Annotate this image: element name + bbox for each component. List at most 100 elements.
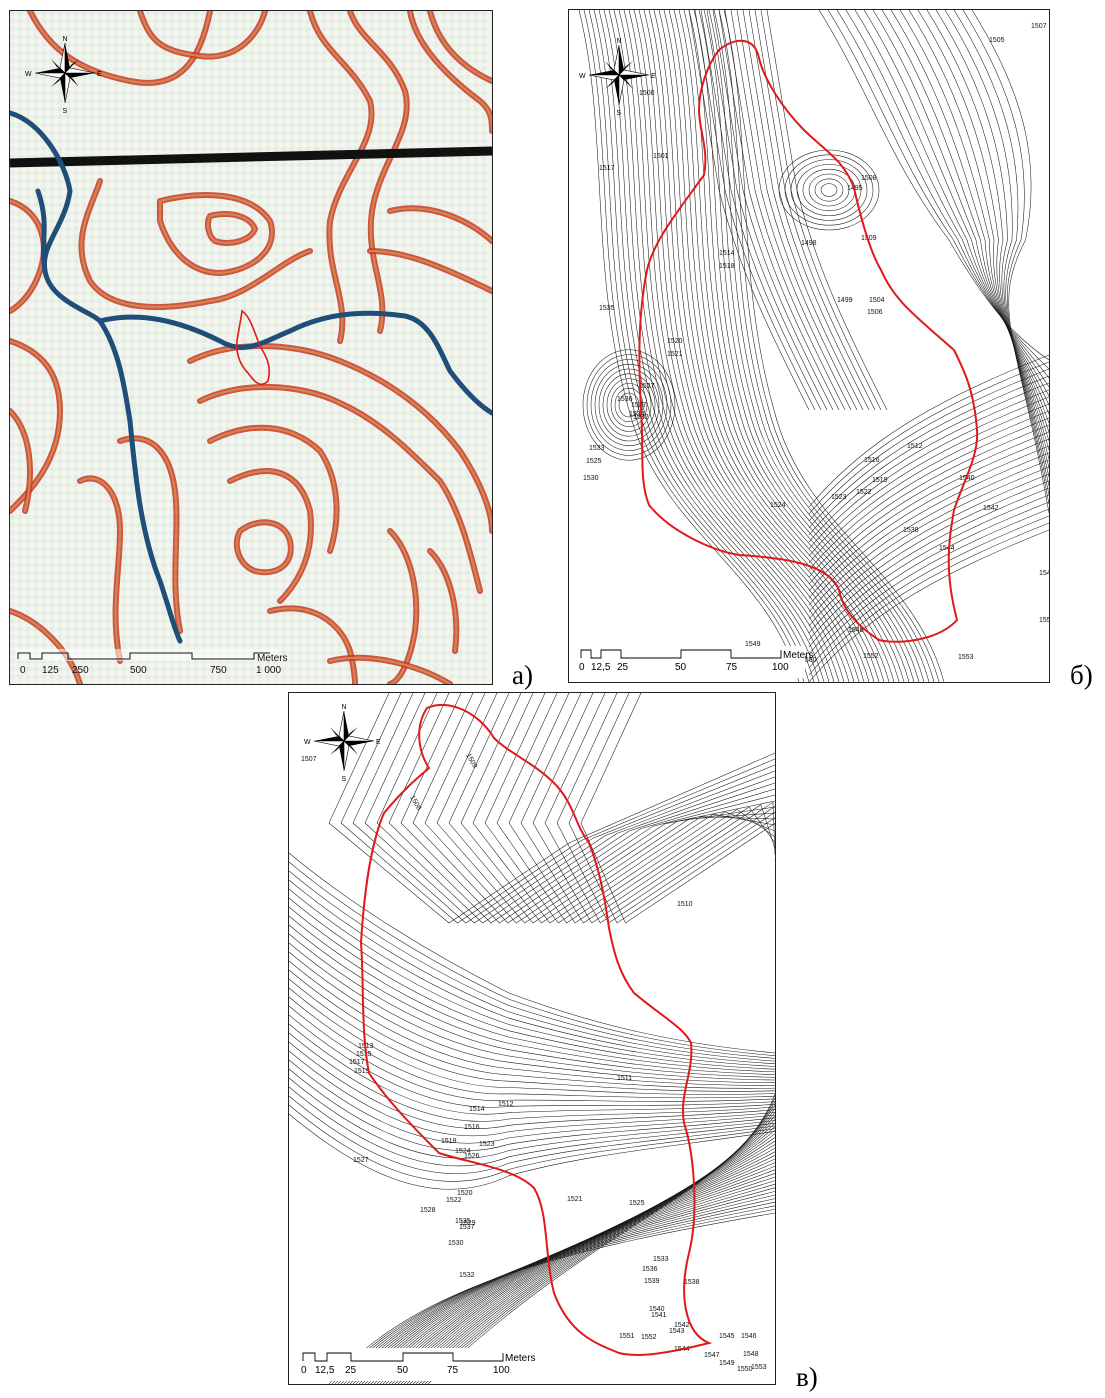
scale-bar-b: 0 12,5 25 50 75 100 Meters bbox=[575, 646, 814, 678]
scale-tick: 500 bbox=[130, 665, 147, 676]
contour-label: 1550 bbox=[737, 1366, 753, 1373]
contour-label: 1543 bbox=[669, 1328, 685, 1335]
map-a-rivers bbox=[10, 110, 492, 644]
contour-label: 1521 bbox=[667, 351, 683, 358]
compass-e-label: E bbox=[376, 739, 381, 746]
contour-label: 1516 bbox=[464, 1124, 480, 1131]
contour-label: 1546 bbox=[848, 627, 864, 634]
map-c-contour-labels: 1507150815091510151115121513151415151516… bbox=[301, 753, 767, 1374]
contour-label: 1516 bbox=[864, 457, 880, 464]
contour-label: 1536 bbox=[617, 396, 633, 403]
scale-tick: 1 000 bbox=[256, 665, 281, 676]
contour-label: 1539 bbox=[644, 1278, 660, 1285]
map-panel-b: 1505 1507 1495 1498 1499 1500 1501 1504 1506 1508… bbox=[568, 9, 1050, 683]
compass-n-label: N bbox=[342, 704, 347, 711]
contour-label: 1519 bbox=[354, 1068, 370, 1075]
contour-label: 1548 bbox=[1039, 570, 1049, 577]
scale-tick: 12,5 bbox=[315, 1365, 335, 1376]
scale-tick: 12,5 bbox=[591, 662, 611, 673]
contour-label: 1523 bbox=[831, 494, 847, 501]
contour-label: 1533 bbox=[589, 445, 605, 452]
contour-label: 1527 bbox=[639, 383, 655, 390]
contour-label: 1518 bbox=[441, 1138, 457, 1145]
compass-rose: N S E W bbox=[25, 36, 102, 115]
scale-tick: 25 bbox=[345, 1365, 357, 1376]
contour-label: 1524 bbox=[455, 1148, 471, 1155]
contour-label: 1511 bbox=[617, 1075, 632, 1082]
contour-label: 1522 bbox=[446, 1197, 462, 1204]
panel-label-a: а) bbox=[512, 660, 533, 690]
map-panel-a: N S E W 0 125 250 500 750 1 000 Meters bbox=[9, 10, 493, 685]
contour-label: 1553 bbox=[751, 1364, 767, 1371]
contour-label: 1549 bbox=[745, 641, 761, 648]
compass-n-label: N bbox=[617, 38, 622, 45]
contour-label: 1547 bbox=[704, 1352, 720, 1359]
scale-tick: 50 bbox=[675, 662, 687, 673]
map-a-study-boundary bbox=[235, 309, 271, 386]
panel-label-b: б) bbox=[1070, 660, 1093, 690]
contour-label: 1509 bbox=[861, 235, 877, 242]
contour-label: 1542 bbox=[674, 1322, 690, 1329]
contour-label: 1506 bbox=[867, 309, 883, 316]
contour-label: 1524 bbox=[770, 502, 786, 509]
contour-label: 1530 bbox=[583, 475, 599, 482]
scale-unit: Meters bbox=[257, 653, 288, 664]
contour-label: 1552 bbox=[641, 1334, 657, 1341]
contour-label: 1533 bbox=[653, 1256, 669, 1263]
scale-unit: Meters bbox=[783, 650, 814, 661]
compass-rose: N S E W bbox=[579, 38, 656, 117]
contour-label: 1510 bbox=[677, 901, 693, 908]
scale-tick: 25 bbox=[617, 662, 629, 673]
contour-label: 1499 bbox=[837, 297, 853, 304]
compass-w-label: W bbox=[25, 71, 32, 78]
contour-label: 1517 bbox=[349, 1059, 365, 1066]
contour-label: 1529 bbox=[460, 1220, 476, 1227]
contour-label: 1546 bbox=[741, 1333, 757, 1340]
contour-label: 1518 bbox=[719, 263, 735, 270]
contour-label: 1508 bbox=[861, 175, 877, 182]
contour-label: 1540 bbox=[649, 1306, 665, 1313]
contour-label: 1544 bbox=[939, 545, 955, 552]
contour-label: 1542 bbox=[983, 505, 999, 512]
contour-label: 1553 bbox=[958, 654, 974, 661]
contour-label: 1521 bbox=[567, 1196, 583, 1203]
contour-label: 1527 bbox=[353, 1157, 369, 1164]
compass-e-label: E bbox=[97, 71, 102, 78]
contour-label: 1505 bbox=[989, 37, 1005, 44]
contour-label: 1552 bbox=[863, 653, 879, 660]
scale-tick: 0 bbox=[301, 1365, 307, 1376]
map-a-contours bbox=[10, 11, 492, 684]
map-c-study-boundary bbox=[359, 703, 713, 1356]
compass-w-label: W bbox=[579, 73, 586, 80]
contour-label: 1517 bbox=[599, 165, 615, 172]
contour-label: 1551 bbox=[1039, 617, 1049, 624]
contour-label: 1537 bbox=[631, 402, 647, 409]
compass-s-label: S bbox=[617, 110, 622, 117]
contour-label: 1526 bbox=[464, 1153, 480, 1160]
contour-label: 1500 bbox=[639, 90, 655, 97]
contour-label: 1536 bbox=[642, 1266, 658, 1273]
contour-label: 1512 bbox=[907, 443, 923, 450]
scale-bar-a: 0 125 250 500 750 1 000 Meters bbox=[16, 649, 288, 676]
compass-n-label: N bbox=[63, 36, 68, 43]
contour-label: 1515 bbox=[356, 1051, 372, 1058]
contour-label: 1538 bbox=[903, 527, 919, 534]
contour-label: 1509 bbox=[464, 753, 478, 770]
scale-unit: Meters bbox=[505, 1353, 536, 1364]
scale-tick: 0 bbox=[579, 662, 585, 673]
contour-label: 1532 bbox=[459, 1272, 475, 1279]
contour-label: 1520 bbox=[457, 1190, 473, 1197]
contour-label: 1514 bbox=[469, 1106, 485, 1113]
contour-label: 1507 bbox=[1031, 23, 1047, 30]
scale-tick: 75 bbox=[447, 1365, 459, 1376]
contour-label: 1534 bbox=[629, 411, 645, 418]
map-b-contours bbox=[578, 10, 1049, 682]
compass-s-label: S bbox=[63, 108, 68, 115]
scale-tick: 50 bbox=[397, 1365, 409, 1376]
contour-label: 1523 bbox=[479, 1141, 495, 1148]
map-panel-c: 1507 1508 1509 1510 1511 1512 1513 1514 1515 1516… bbox=[288, 692, 776, 1385]
contour-label: 1549 bbox=[719, 1360, 735, 1367]
compass-rose: N S E W bbox=[304, 704, 381, 783]
scale-bar-c: 0 12,5 25 50 75 100 Meters bbox=[295, 1348, 536, 1381]
contour-label: 1522 bbox=[856, 489, 872, 496]
